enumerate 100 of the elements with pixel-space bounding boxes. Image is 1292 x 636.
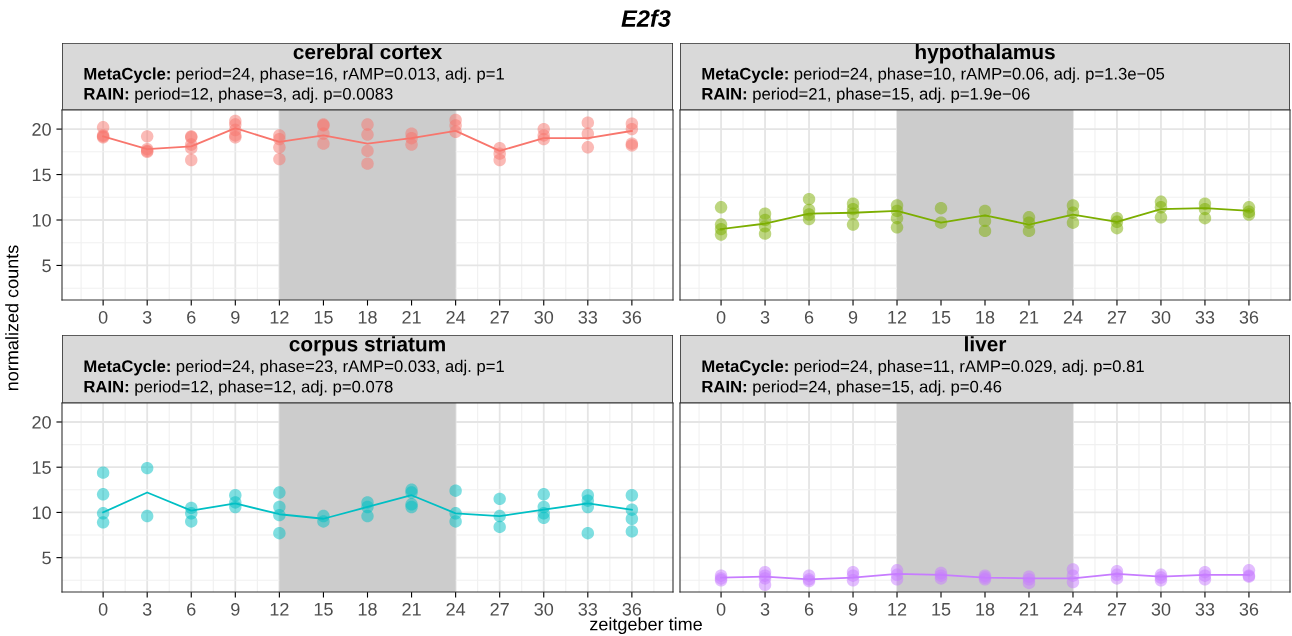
x-tick-label: 30 <box>1151 602 1171 616</box>
chart-title: hypothalamus <box>915 44 1055 64</box>
point <box>493 492 506 506</box>
point <box>317 137 330 150</box>
x-tick-label: 18 <box>976 310 995 324</box>
x-tick-label: 36 <box>622 310 642 324</box>
point <box>581 141 595 154</box>
y-tick-label: 10 <box>32 506 51 520</box>
x-tick-label: 21 <box>402 602 421 616</box>
x-tick-label: 9 <box>848 602 858 616</box>
x-tick-label: 30 <box>534 602 554 616</box>
x-tick-label: 18 <box>976 602 995 616</box>
x-tick-label: 12 <box>888 310 907 324</box>
x-tick-label: 15 <box>314 603 333 616</box>
x-tick-label: 36 <box>1239 310 1259 324</box>
text: MetaCycle: period=24, phase=11, rAMP=0.029, adj. p=0.81 RAIN: period=24, phase=15, adj. p=0.46 <box>702 359 1144 396</box>
x-tick-label: 21 <box>1019 310 1039 324</box>
point <box>140 130 154 143</box>
x-tick-label: 15 <box>932 603 951 616</box>
point <box>361 144 374 158</box>
point <box>1110 221 1124 235</box>
point <box>185 515 198 528</box>
x-tick-label: 6 <box>804 602 814 616</box>
x-tick-label: 0 <box>98 602 108 616</box>
x-tick-label: 15 <box>314 311 333 324</box>
point <box>96 466 110 479</box>
point <box>140 509 154 523</box>
x-tick-label: 24 <box>446 310 466 324</box>
x-tick-label: 6 <box>187 310 196 324</box>
point <box>581 527 595 540</box>
point <box>581 116 595 129</box>
point <box>758 578 772 591</box>
x-tick-label: 36 <box>1239 602 1259 616</box>
point <box>934 201 948 215</box>
x-tick-label: 33 <box>1195 310 1215 324</box>
point <box>96 488 110 501</box>
x-tick-label: 12 <box>270 310 289 324</box>
text: MetaCycle: period=24, phase=10, rAMP=0.06, adj. p=1.3e−05 RAIN: period=21, phase=15, adj. p=1.9e−06 <box>702 67 1165 104</box>
x-tick-label: 24 <box>446 602 466 616</box>
x-tick-label: 24 <box>1063 310 1083 324</box>
x-tick-label: 6 <box>804 310 814 324</box>
x-tick-label: 21 <box>402 310 421 324</box>
x-tick-label: 15 <box>932 311 951 324</box>
y-tick-label: 20 <box>32 415 51 429</box>
point <box>1154 211 1168 224</box>
x-tick-label: 3 <box>142 310 152 324</box>
x-tick-label: 3 <box>760 310 770 324</box>
point <box>846 218 860 231</box>
point <box>273 152 286 166</box>
point <box>273 141 286 154</box>
text: MetaCycle: period=24, phase=23, rAMP=0.033, adj. p=1 RAIN: period=12, phase=12, adj. p=0.078 <box>84 359 504 396</box>
x-tick-label: 33 <box>1195 602 1215 616</box>
point <box>1198 211 1212 225</box>
point <box>758 227 772 240</box>
x-tick-label: 0 <box>98 310 108 324</box>
text: MetaCycle: period=24, phase=16, rAMP=0.013, adj. p=1 RAIN: period=12, phase=3, adj. p=0.0083 <box>84 67 504 104</box>
x-tick-label: 27 <box>1107 310 1127 324</box>
x-tick-label: 27 <box>1107 602 1127 616</box>
point <box>1022 224 1036 238</box>
point <box>978 224 992 238</box>
point <box>185 153 198 167</box>
point <box>802 192 816 206</box>
y-tick-label: 20 <box>32 123 51 136</box>
point <box>625 525 639 538</box>
point <box>361 157 374 170</box>
x-tick-label: 12 <box>270 602 289 616</box>
x-tick-label: 9 <box>848 310 858 324</box>
chart-title: corpus striatum <box>289 336 445 356</box>
x-tick-label: 18 <box>358 310 377 324</box>
point <box>361 509 374 523</box>
x-tick-label: 6 <box>187 602 196 616</box>
x-tick-label: 9 <box>231 602 240 616</box>
x-tick-label: 21 <box>1019 602 1039 616</box>
chart-title: cerebral cortex <box>293 44 443 60</box>
point <box>493 520 506 534</box>
point <box>714 201 728 214</box>
point <box>96 516 110 529</box>
x-tick-label: 30 <box>1151 310 1171 324</box>
point <box>140 461 154 475</box>
x-tick-label: 36 <box>622 602 642 616</box>
point <box>890 221 904 234</box>
x-tick-label: 33 <box>578 602 598 616</box>
x-tick-label: 27 <box>490 602 509 616</box>
chart-title: liver <box>965 336 1007 352</box>
point <box>273 486 286 499</box>
x-tick-label: 33 <box>578 310 598 324</box>
y-tick-label: 5 <box>42 551 51 565</box>
x-tick-label: 9 <box>231 310 240 324</box>
point <box>361 128 374 141</box>
point <box>537 488 550 501</box>
y-tick-label: 15 <box>32 168 51 182</box>
y-axis-title: normalized counts <box>5 245 19 391</box>
x-tick-label: 0 <box>716 602 726 616</box>
point <box>405 138 418 151</box>
x-tick-label: 3 <box>142 602 152 616</box>
x-tick-label: 0 <box>716 310 726 324</box>
x-tick-label: 12 <box>888 602 907 616</box>
y-tick-label: 15 <box>32 461 51 474</box>
x-tick-label: 27 <box>490 310 509 324</box>
text: E2f3 <box>621 9 671 27</box>
